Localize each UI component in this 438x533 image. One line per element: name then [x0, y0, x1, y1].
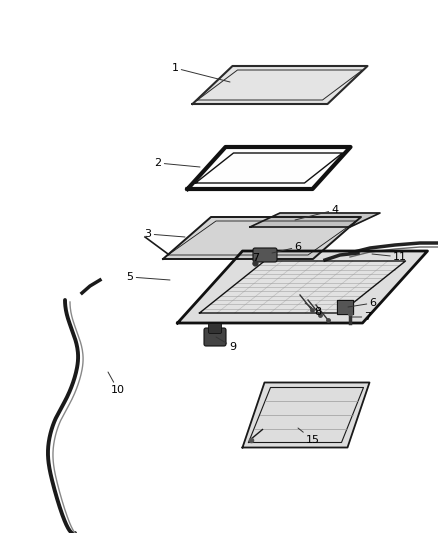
Text: 6: 6: [272, 242, 301, 253]
Text: 15: 15: [298, 428, 320, 445]
Polygon shape: [187, 147, 350, 189]
FancyBboxPatch shape: [208, 324, 222, 334]
Text: 2: 2: [155, 158, 200, 168]
Text: 5: 5: [127, 272, 170, 282]
Text: 7: 7: [252, 253, 260, 264]
Polygon shape: [243, 383, 370, 448]
Text: 4: 4: [295, 205, 339, 220]
Text: 8: 8: [305, 303, 321, 317]
Text: 3: 3: [145, 229, 185, 239]
Polygon shape: [177, 251, 427, 323]
Text: 11: 11: [372, 252, 407, 262]
Polygon shape: [250, 213, 380, 227]
FancyBboxPatch shape: [204, 328, 226, 346]
FancyBboxPatch shape: [253, 248, 277, 262]
Text: 1: 1: [172, 63, 230, 82]
Polygon shape: [192, 66, 367, 104]
Polygon shape: [337, 300, 353, 314]
Text: 7: 7: [352, 312, 371, 322]
Text: 6: 6: [348, 298, 377, 308]
Text: 9: 9: [216, 337, 237, 352]
Polygon shape: [163, 217, 361, 259]
Text: 10: 10: [108, 372, 125, 395]
Polygon shape: [199, 261, 406, 313]
